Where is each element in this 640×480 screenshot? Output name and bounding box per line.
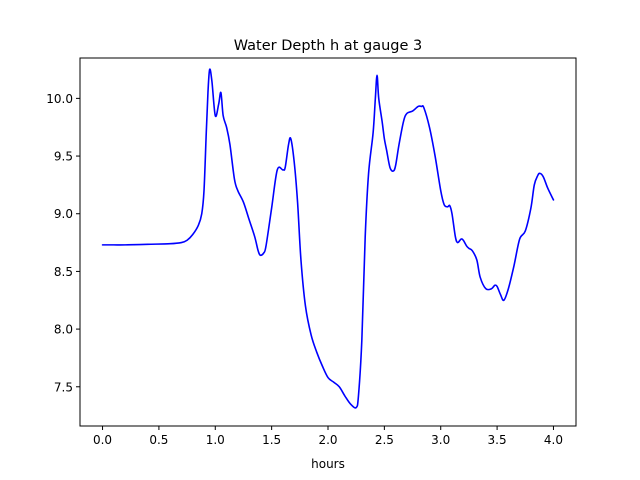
y-tick-label: 8.0 bbox=[54, 323, 73, 337]
y-tick-label: 8.5 bbox=[54, 265, 73, 279]
y-tick-label: 9.5 bbox=[54, 150, 73, 164]
x-tick-label: 1.0 bbox=[206, 433, 225, 447]
series-line bbox=[101, 68, 555, 409]
y-tick-label: 10.0 bbox=[46, 92, 73, 106]
y-tick-label: 9.0 bbox=[54, 207, 73, 221]
x-tick-label: 2.5 bbox=[375, 433, 394, 447]
y-tick-label: 7.5 bbox=[54, 380, 73, 394]
plot-area-frame bbox=[79, 57, 577, 427]
x-tick-label: 2.0 bbox=[318, 433, 337, 447]
x-tick-label: 1.5 bbox=[262, 433, 281, 447]
chart-title: Water Depth h at gauge 3 bbox=[234, 38, 422, 54]
x-tick-label: 3.0 bbox=[431, 433, 450, 447]
y-axis-ticks: 7.5 8.0 8.5 9.0 9.5 10.0 bbox=[46, 92, 80, 394]
x-tick-label: 0.0 bbox=[93, 433, 112, 447]
x-axis-ticks: 0.0 0.5 1.0 1.5 2.0 2.5 3.0 3.5 4.0 bbox=[93, 426, 563, 447]
x-axis-label: hours bbox=[311, 457, 345, 471]
x-tick-label: 4.0 bbox=[544, 433, 563, 447]
x-tick-label: 3.5 bbox=[488, 433, 507, 447]
x-tick-label: 0.5 bbox=[149, 433, 168, 447]
